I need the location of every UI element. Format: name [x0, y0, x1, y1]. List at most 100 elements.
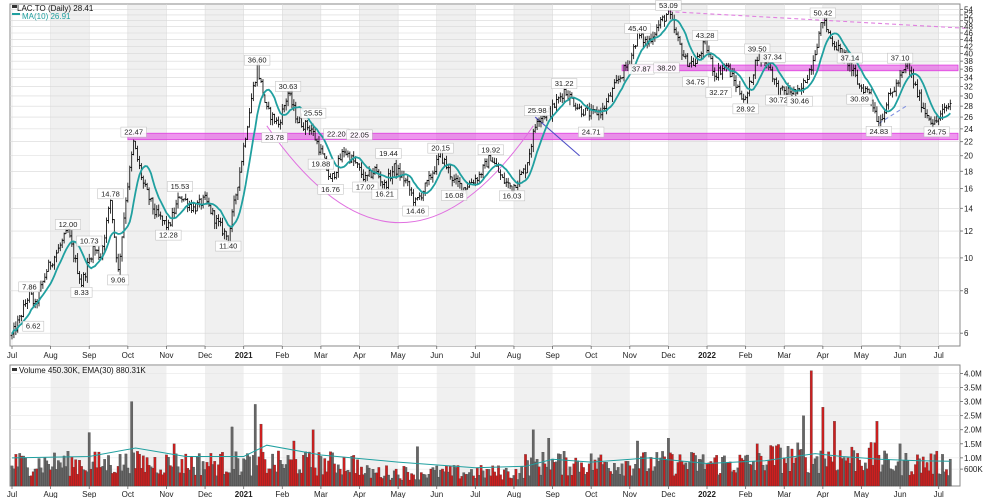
- price-annotation-label: 20.15: [431, 144, 450, 153]
- price-annotation: 30.46: [786, 95, 813, 107]
- price-annotation-label: 36.60: [248, 56, 267, 65]
- x-tick-label: Oct: [122, 490, 135, 498]
- x-tick-label: Sep: [82, 490, 97, 498]
- price-annotation: 53.09: [655, 0, 682, 11]
- price-annotation-box: [402, 205, 429, 217]
- price-annotation-label: 24.75: [927, 127, 946, 136]
- price-annotation-label: 30.63: [279, 82, 298, 91]
- y-tick-label: 34: [964, 74, 973, 83]
- price-annotation-box: [809, 7, 836, 19]
- y-tick-label: 36: [964, 65, 973, 74]
- price-annotation-box: [524, 105, 551, 116]
- y-tick-label: 10: [964, 254, 973, 263]
- x-tick-label: Jul: [934, 490, 944, 498]
- price-annotation-label: 14.46: [406, 207, 425, 216]
- price-annotation-box: [120, 126, 147, 138]
- price-annotation-box: [887, 52, 914, 64]
- price-annotation-label: 14.78: [101, 189, 120, 198]
- price-shading: [50, 5, 939, 346]
- volume-x-axis: Jul Aug Sep Oct Nov Dec 2021 Feb Mar Apr May Jun Jul…: [7, 486, 944, 498]
- price-annotation: 28.92: [732, 103, 759, 115]
- ma-line: [11, 18, 951, 335]
- trend-lines: [534, 11, 966, 157]
- price-annotation-label: 34.75: [686, 77, 705, 86]
- price-annotation-box: [846, 93, 873, 105]
- trend-line: [878, 104, 909, 124]
- price-annotation: 31.22: [551, 78, 578, 89]
- price-annotation: 7.86: [18, 281, 41, 293]
- x-tick-label: Jun: [430, 490, 443, 498]
- price-annotation: 43.28: [692, 30, 719, 41]
- volume-legend: Volume 450.30K, EMA(30) 880.31K: [12, 366, 146, 375]
- price-annotation: 15.53: [166, 181, 193, 192]
- x-tick-label: Nov: [623, 490, 637, 498]
- volume-bar: [643, 452, 647, 487]
- volume-bar: [236, 458, 240, 487]
- price-annotation: 30.89: [846, 93, 873, 105]
- y-tick-label: 14: [964, 204, 973, 213]
- support-band: [621, 64, 959, 72]
- volume-bar: [620, 463, 624, 487]
- y-tick-label: 52: [964, 11, 973, 20]
- ma-legend-label: MA(10) 26.91: [22, 12, 71, 21]
- price-annotation-box: [107, 274, 130, 286]
- volume-bar: [456, 465, 460, 487]
- volume-bar: [636, 440, 639, 487]
- y-tick-label: 30: [964, 92, 973, 101]
- x-tick-label: Jun: [894, 351, 907, 360]
- x-tick-label: Nov: [159, 490, 173, 498]
- volume-bar: [294, 459, 298, 487]
- volume-bar: [377, 467, 381, 487]
- price-legend-swatch: [12, 5, 17, 8]
- price-annotation-label: 16.03: [503, 191, 522, 200]
- price-annotation: 22.47: [120, 126, 147, 138]
- x-tick-label: Nov: [623, 351, 637, 360]
- y-tick-label: 38: [964, 57, 973, 66]
- price-annotation-box: [352, 181, 379, 193]
- price-annotation-box: [786, 95, 813, 107]
- price-annotation-label: 16.21: [375, 190, 394, 199]
- volume-bar: [118, 454, 122, 487]
- x-tick-label: Jun: [430, 351, 443, 360]
- price-annotation-label: 19.44: [379, 149, 398, 158]
- price-annotation-label: 19.92: [481, 145, 500, 154]
- price-annotation: 14.78: [97, 188, 124, 200]
- volume-y-tick-label: 3.5M: [964, 384, 982, 393]
- price-annotation: 34.75: [682, 76, 709, 88]
- price-annotation: 12.00: [54, 219, 81, 230]
- volume-bar: [852, 450, 856, 487]
- price-annotation-label: 37.34: [763, 53, 782, 62]
- price-annotation-box: [923, 126, 950, 138]
- price-annotation: 24.71: [578, 126, 605, 138]
- x-tick-label: Feb: [739, 490, 753, 498]
- y-tick-label: 24: [964, 125, 973, 134]
- price-annotation-box: [692, 30, 719, 41]
- x-tick-label: Feb: [275, 351, 289, 360]
- volume-bar: [875, 421, 879, 487]
- x-tick-label: Dec: [198, 490, 212, 498]
- x-tick-label: 2022: [698, 490, 716, 498]
- price-annotation-box: [18, 281, 41, 293]
- price-title: LAC.TO (Daily) 28.41: [17, 4, 94, 13]
- volume-bar: [531, 429, 535, 487]
- y-tick-label: 48: [964, 23, 973, 32]
- price-annotation-label: 28.92: [736, 104, 755, 113]
- price-annotation-label: 50.42: [813, 8, 832, 17]
- price-annotation: 17.02: [352, 181, 379, 193]
- price-annotation: 37.10: [887, 52, 914, 64]
- price-annotation-label: 12.00: [59, 220, 78, 229]
- x-tick-label: Jul: [7, 351, 17, 360]
- price-annotation: 12.28: [155, 229, 182, 241]
- volume-y-tick-label: 1.5M: [964, 440, 982, 449]
- price-annotation-label: 9.06: [111, 275, 126, 284]
- x-tick-label: Aug: [43, 490, 57, 498]
- y-tick-label: 18: [964, 167, 973, 176]
- price-annotation-box: [275, 81, 302, 92]
- price-annotation-label: 38.20: [657, 63, 676, 72]
- volume-bar: [869, 442, 873, 487]
- volume-bar: [809, 370, 813, 487]
- volume-ema-path: [11, 444, 951, 469]
- x-tick-label: Aug: [507, 490, 521, 498]
